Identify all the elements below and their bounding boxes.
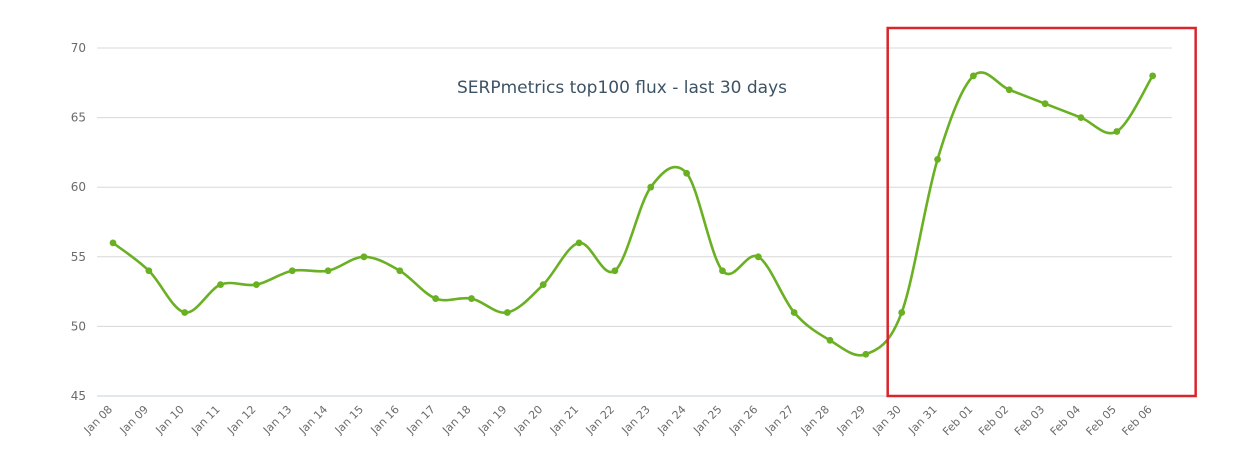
- x-tick-label: Jan 15: [332, 403, 366, 437]
- data-point[interactable]: [181, 309, 189, 316]
- x-tick-label: Jan 24: [654, 403, 688, 437]
- x-tick-label: Jan 09: [117, 403, 151, 437]
- data-point[interactable]: [647, 183, 655, 191]
- x-tick-label: Feb 04: [1048, 403, 1083, 438]
- x-tick-label: Jan 17: [404, 403, 438, 437]
- x-tick-label: Jan 27: [762, 403, 796, 437]
- data-point[interactable]: [360, 253, 368, 261]
- x-tick-label: Jan 28: [798, 403, 832, 437]
- x-tick-label: Feb 01: [940, 403, 975, 438]
- data-point[interactable]: [539, 281, 547, 289]
- data-point[interactable]: [503, 309, 511, 316]
- y-tick-label: 65: [71, 111, 86, 125]
- gridlines: [97, 47, 1172, 397]
- data-point[interactable]: [862, 350, 870, 358]
- data-point[interactable]: [145, 267, 153, 275]
- x-tick-label: Jan 14: [296, 403, 330, 437]
- data-point[interactable]: [1041, 100, 1049, 108]
- chart-title: SERPmetrics top100 flux - last 30 days: [457, 78, 787, 98]
- data-point[interactable]: [1005, 86, 1013, 94]
- data-point[interactable]: [288, 267, 296, 275]
- data-point[interactable]: [754, 253, 762, 261]
- x-tick-label: Jan 30: [870, 403, 904, 437]
- x-tick-label: Jan 12: [224, 403, 258, 437]
- x-tick-label: Jan 29: [834, 403, 868, 437]
- data-point[interactable]: [611, 267, 619, 275]
- data-point[interactable]: [468, 295, 475, 302]
- x-tick-label: Feb 06: [1119, 403, 1154, 438]
- series-line: [111, 71, 1154, 357]
- x-tick-label: Jan 26: [726, 403, 760, 437]
- x-axis: Jan 08 Jan 09 Jan 10 Jan 11 Jan 12 Jan 13 Jan …: [81, 403, 1155, 438]
- data-point[interactable]: [253, 281, 260, 289]
- data-point[interactable]: [1113, 128, 1121, 135]
- x-tick-label: Jan 20: [511, 403, 545, 437]
- data-point[interactable]: [898, 309, 906, 316]
- x-tick-label: Jan 10: [153, 403, 187, 437]
- y-tick-label: 55: [71, 250, 86, 264]
- x-tick-label: Jan 13: [260, 403, 294, 437]
- x-tick-label: Jan 25: [690, 403, 724, 437]
- y-axis: 45 50 55 60 65 70: [71, 41, 86, 403]
- data-point[interactable]: [432, 295, 440, 302]
- data-point[interactable]: [934, 155, 941, 163]
- y-tick-label: 45: [71, 389, 86, 403]
- x-tick-label: Jan 11: [188, 403, 222, 437]
- data-point[interactable]: [217, 281, 224, 289]
- x-tick-label: Feb 03: [1012, 403, 1047, 438]
- data-point[interactable]: [1077, 114, 1085, 121]
- x-tick-label: Feb 02: [976, 403, 1011, 438]
- x-tick-label: Feb 05: [1084, 403, 1119, 438]
- data-point[interactable]: [396, 267, 404, 275]
- x-tick-label: Jan 22: [583, 403, 617, 437]
- y-tick-label: 70: [71, 41, 86, 55]
- data-point[interactable]: [970, 72, 977, 80]
- x-tick-label: Jan 08: [81, 403, 115, 437]
- y-tick-label: 60: [71, 180, 86, 194]
- data-point[interactable]: [109, 239, 117, 247]
- x-tick-label: Jan 18: [439, 403, 473, 437]
- data-point[interactable]: [719, 267, 726, 275]
- x-tick-label: Jan 31: [905, 403, 939, 437]
- x-tick-label: Jan 21: [547, 403, 581, 437]
- x-tick-label: Jan 16: [368, 403, 402, 437]
- series: [109, 71, 1157, 358]
- data-point[interactable]: [683, 169, 690, 177]
- x-tick-label: Jan 19: [475, 403, 509, 437]
- x-tick-label: Jan 23: [619, 403, 653, 437]
- data-point[interactable]: [1149, 72, 1157, 80]
- highlight-box: [886, 26, 1197, 398]
- data-point[interactable]: [324, 267, 332, 275]
- y-tick-label: 50: [71, 319, 86, 333]
- data-point[interactable]: [575, 239, 583, 247]
- data-point[interactable]: [826, 336, 834, 344]
- data-point[interactable]: [790, 309, 798, 316]
